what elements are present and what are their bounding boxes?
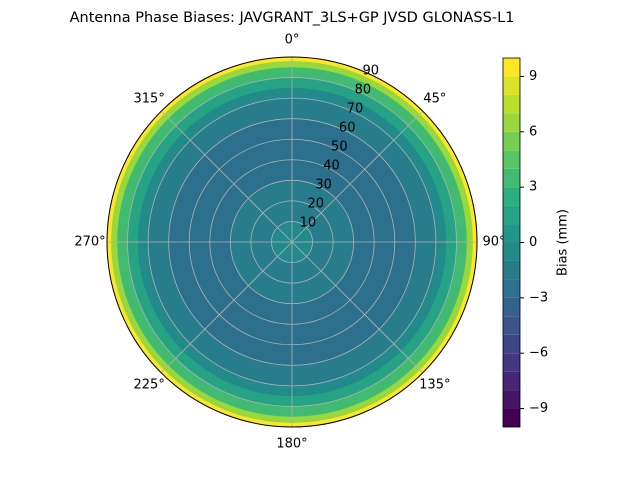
angle-tick-label: 45°	[423, 92, 446, 107]
colorbar-tick-label: −3	[529, 290, 548, 305]
colorbar-band	[503, 131, 520, 151]
colorbar-band	[503, 224, 520, 243]
radial-tick-label: 90	[363, 64, 380, 79]
angle-tick-label: 315°	[134, 92, 165, 107]
polar-frame	[106, 56, 478, 428]
colorbar-tick-label: 9	[529, 69, 537, 84]
radial-tick-label: 70	[347, 102, 364, 117]
colorbar-band	[503, 76, 520, 95]
colorbar-band	[503, 205, 520, 225]
colorbar-band	[503, 279, 520, 298]
radial-tick-label: 50	[331, 140, 348, 155]
colorbar-tick-label: 6	[529, 124, 537, 139]
radial-tick-label: 40	[323, 159, 340, 174]
angle-tick-label: 90°	[482, 235, 505, 250]
colorbar-band	[503, 334, 520, 354]
radial-tick-label: 20	[307, 197, 324, 212]
colorbar-band	[503, 94, 520, 114]
colorbar-tick-label: 3	[529, 180, 537, 195]
colorbar-tick-label: −9	[529, 401, 548, 416]
colorbar-band	[503, 242, 520, 261]
colorbar-band	[503, 168, 520, 188]
colorbar-band	[503, 353, 520, 372]
colorbar-band	[503, 316, 520, 335]
colorbar-band	[503, 297, 520, 317]
grid-spoke	[160, 110, 293, 243]
colorbar-band	[503, 408, 520, 427]
colorbar-band	[503, 260, 520, 280]
grid-spoke	[291, 110, 424, 243]
angle-tick-label: 135°	[419, 377, 450, 392]
colorbar-band	[503, 150, 520, 169]
angle-tick-label: 180°	[276, 437, 307, 452]
angle-tick-label: 225°	[134, 377, 165, 392]
angle-tick-label: 0°	[285, 33, 300, 48]
radial-tick-label: 60	[339, 121, 356, 136]
colorbar-band	[503, 58, 520, 77]
colorbar-band	[503, 390, 520, 409]
colorbar-band	[503, 371, 520, 391]
chart-title: Antenna Phase Biases: JAVGRANT_3LS+GP JV…	[70, 10, 515, 26]
colorbar-label: Bias (mm)	[556, 209, 571, 276]
grid-spoke	[291, 241, 424, 374]
colorbar-band	[503, 187, 520, 206]
colorbar-tick-label: 0	[529, 235, 537, 250]
colorbar-band	[503, 113, 520, 132]
colorbar-tick-label: −6	[529, 346, 548, 361]
radial-tick-label: 30	[315, 178, 332, 193]
grid-spoke	[160, 241, 293, 374]
radial-tick-label: 10	[300, 216, 317, 231]
radial-tick-label: 80	[355, 83, 372, 98]
angle-tick-label: 270°	[74, 235, 105, 250]
